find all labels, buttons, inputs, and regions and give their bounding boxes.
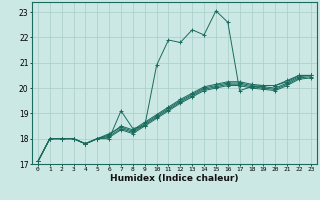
X-axis label: Humidex (Indice chaleur): Humidex (Indice chaleur) (110, 174, 239, 183)
